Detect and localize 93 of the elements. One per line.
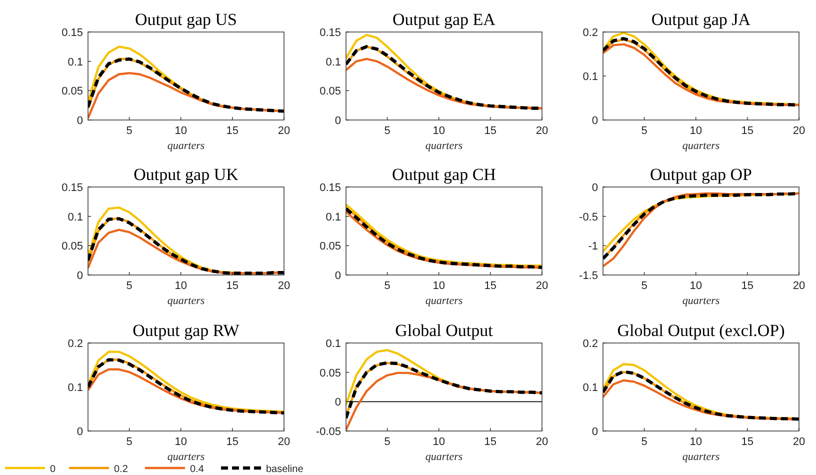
y-tick-label: 0.1 <box>326 56 341 68</box>
x-tick-label: 20 <box>792 280 806 292</box>
x-tick-label: 20 <box>278 436 290 448</box>
y-tick-label: 0.2 <box>582 338 598 350</box>
y-tick-label: -0.5 <box>579 211 598 224</box>
x-tick-label: 10 <box>174 280 187 292</box>
x-tick-label: 10 <box>174 125 187 137</box>
y-tick-label: -0.05 <box>316 426 341 438</box>
y-tick-label: 0.05 <box>320 240 341 253</box>
x-tick-label: 15 <box>741 436 754 448</box>
chart-title: Output gap UK <box>134 165 240 184</box>
y-tick-label: 0.1 <box>582 382 598 394</box>
x-tick-label: 10 <box>690 280 702 292</box>
y-tick-label: -1 <box>588 240 598 253</box>
chart-title: Output gap US <box>135 10 237 29</box>
x-axis-title: quarters <box>425 451 463 463</box>
chart-title: Output gap JA <box>651 10 752 29</box>
y-tick-label: 0.1 <box>68 211 83 224</box>
x-tick-label: 15 <box>741 280 754 292</box>
y-tick-label: 0.2 <box>68 338 83 350</box>
x-tick-label: 5 <box>384 436 390 448</box>
x-axis-title: quarters <box>425 295 463 307</box>
x-tick-label: 10 <box>690 125 702 137</box>
x-tick-label: 20 <box>536 125 548 137</box>
x-tick-label: 15 <box>484 436 497 448</box>
y-tick-label: 0.15 <box>320 182 341 194</box>
y-tick-label: 0 <box>592 115 598 127</box>
x-axis-title: quarters <box>167 451 205 463</box>
x-tick-label: 15 <box>226 280 239 292</box>
chart-title: Global Output <box>395 321 494 340</box>
y-tick-label: 0.1 <box>326 338 341 350</box>
line-series <box>88 368 284 414</box>
x-axis-title: quarters <box>167 140 205 152</box>
x-tick-label: 5 <box>641 280 648 292</box>
legend-label: 0.4 <box>190 464 204 475</box>
x-tick-label: 15 <box>226 436 239 448</box>
y-tick-label: 0.1 <box>326 211 341 224</box>
y-tick-label: 0.15 <box>62 182 83 194</box>
x-tick-label: 20 <box>792 436 806 448</box>
line-series <box>346 58 542 110</box>
y-tick-label: 0.15 <box>62 27 83 39</box>
chart-title: Global Output (excl.OP) <box>617 321 785 340</box>
x-axis-title: quarters <box>425 140 463 152</box>
chart-title: Output gap EA <box>392 10 496 29</box>
x-axis-title: quarters <box>682 451 720 463</box>
y-tick-label: 0 <box>334 396 341 409</box>
x-tick-label: 5 <box>641 125 648 137</box>
x-tick-label: 5 <box>641 436 648 448</box>
x-tick-label: 10 <box>174 436 187 448</box>
chart-title: Output gap OP <box>650 165 752 184</box>
y-tick-label: -1.5 <box>579 270 598 282</box>
x-tick-label: 20 <box>792 125 806 137</box>
y-tick-label: 0 <box>76 270 83 282</box>
x-tick-label: 10 <box>690 436 702 448</box>
x-axis-title: quarters <box>682 140 720 152</box>
y-tick-label: 0.15 <box>320 27 341 39</box>
y-tick-label: 0 <box>334 270 341 282</box>
y-tick-label: 0.1 <box>68 56 83 68</box>
x-tick-label: 5 <box>126 125 132 137</box>
x-tick-label: 20 <box>278 280 290 292</box>
y-tick-label: 0.1 <box>582 71 598 83</box>
x-tick-label: 10 <box>432 280 445 292</box>
x-tick-label: 5 <box>126 280 132 292</box>
legend-label: 0 <box>50 464 56 475</box>
x-tick-label: 20 <box>278 125 290 137</box>
y-tick-label: 0 <box>592 182 598 194</box>
x-tick-label: 15 <box>226 125 239 137</box>
x-tick-label: 15 <box>741 125 754 137</box>
legend-label: 0.2 <box>114 464 128 475</box>
chart-title: Output gap RW <box>132 321 240 340</box>
x-tick-label: 15 <box>484 125 497 137</box>
chart-title: Output gap CH <box>392 165 496 184</box>
y-tick-label: 0.05 <box>62 86 83 98</box>
x-tick-label: 10 <box>432 125 445 137</box>
x-tick-label: 5 <box>384 280 390 292</box>
x-tick-label: 5 <box>384 125 390 137</box>
y-tick-label: 0 <box>76 426 83 438</box>
y-tick-label: 0.05 <box>62 240 83 253</box>
y-tick-label: 0.2 <box>582 27 598 39</box>
x-tick-label: 10 <box>432 436 445 448</box>
y-tick-label: 0.05 <box>320 367 341 380</box>
x-axis-title: quarters <box>682 295 720 307</box>
y-tick-label: 0.1 <box>68 382 83 394</box>
y-tick-label: 0.05 <box>320 86 341 98</box>
x-axis-title: quarters <box>167 295 205 307</box>
y-tick-label: 0 <box>76 115 83 127</box>
legend-label: baseline <box>266 464 304 475</box>
x-tick-label: 5 <box>126 436 132 448</box>
x-tick-label: 20 <box>536 436 548 448</box>
x-tick-label: 20 <box>536 280 548 292</box>
x-tick-label: 15 <box>484 280 497 292</box>
y-tick-label: 0 <box>592 426 598 438</box>
y-tick-label: 0 <box>334 115 341 127</box>
